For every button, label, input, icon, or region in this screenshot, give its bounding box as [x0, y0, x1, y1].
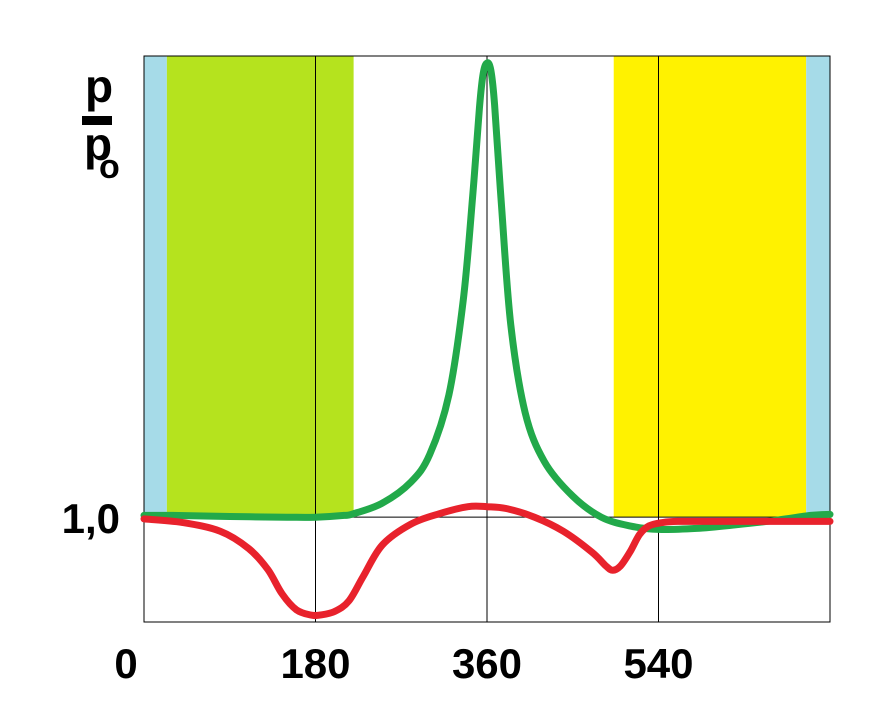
- y-label-fraction-bar: [82, 116, 112, 125]
- band-0: [144, 56, 167, 518]
- y-tick-labels: 1,0: [62, 495, 120, 542]
- y-label-numerator: p: [85, 60, 113, 112]
- x-tick-labels: 0 180 360 540: [114, 640, 693, 687]
- plot-frame: [143, 55, 831, 623]
- band-2: [613, 56, 807, 518]
- y-axis-label: p p o: [82, 60, 120, 186]
- x-tick-label-1: 180: [280, 640, 350, 687]
- band-3: [806, 56, 830, 518]
- background-bands: [144, 56, 830, 518]
- series-line-1: [140, 502, 834, 620]
- x-tick-label-3: 540: [623, 640, 693, 687]
- y-label-denominator: p: [84, 118, 112, 170]
- x-tick-label-0: 0: [114, 640, 137, 687]
- y-tick-label-0: 1,0: [62, 495, 120, 542]
- band-1: [166, 56, 354, 518]
- x-tick-label-2: 360: [452, 640, 522, 687]
- series-lines: [140, 59, 834, 620]
- series-line-0: [140, 59, 834, 534]
- y-label-subscript: o: [99, 148, 120, 186]
